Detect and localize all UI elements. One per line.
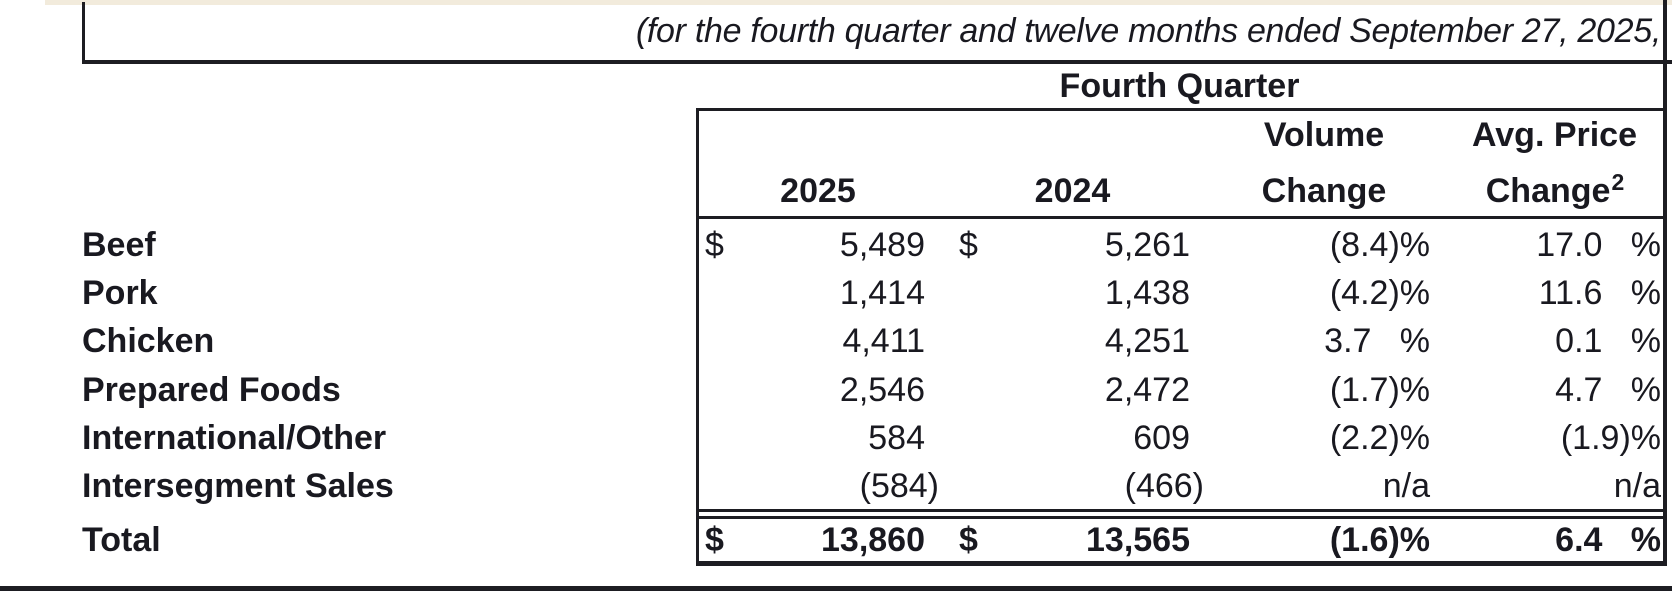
row-label: Total (82, 520, 161, 559)
table-row-international-other: International/Other 584 609 (2.2)% (1.9)… (82, 412, 1666, 460)
volume-change-value: (8.4)% (1329, 225, 1430, 264)
avg-price-header-line2: Change2 (1443, 170, 1666, 210)
table-row-pork: Pork 1,414 1,438 (4.2)% 11.6 % (82, 267, 1666, 315)
avg-price-header-line1: Avg. Price (1471, 116, 1638, 154)
value-2024-cell: $5,261 (940, 228, 1205, 262)
fourth-quarter-band: Fourth Quarter (696, 64, 1663, 108)
value-2024-cell: 1,438 (940, 276, 1205, 310)
avg-price-change-value: 0.1 % (1555, 322, 1661, 361)
value-2024: 4,251 (1104, 322, 1190, 361)
volume-change-value: n/a (1382, 467, 1430, 506)
value-2024: 609 (1133, 418, 1190, 457)
volume-change-value: (1.7)% (1329, 370, 1430, 409)
value-2025: 584 (868, 418, 925, 457)
avg-price-change-value: n/a (1613, 467, 1661, 506)
volume-change-value: (2.2)% (1329, 418, 1430, 457)
row-label: Prepared Foods (82, 370, 341, 409)
value-2024: 13,565 (1086, 520, 1190, 559)
currency-symbol: $ (705, 225, 724, 264)
table-row-total: Total $13,860 $13,565 (1.6)% 6.4 % (82, 519, 1666, 561)
caption-box: (for the fourth quarter and twelve month… (82, 2, 1672, 64)
avg-price-change-value: 17.0 % (1536, 225, 1661, 264)
year-2025-header: 2025 (780, 171, 856, 210)
volume-change-value: 3.7 % (1324, 322, 1430, 361)
currency-symbol: $ (705, 520, 724, 559)
year-2024-header: 2024 (1034, 171, 1111, 210)
value-2024-cell: 2,472 (940, 373, 1205, 407)
row-label: Pork (82, 273, 158, 312)
value-2024-cell: 609 (940, 421, 1205, 455)
table-row-beef: Beef $5,489 $5,261 (8.4)% 17.0 % (82, 219, 1666, 267)
value-2024-cell: 4,251 (940, 324, 1205, 358)
footnote-marker-2: 2 (1611, 168, 1625, 195)
avg-price-change-value: 6.4 % (1555, 520, 1661, 559)
avg-price-change-value: 4.7 % (1555, 370, 1661, 409)
volume-change-value: (1.6)% (1329, 520, 1430, 559)
header-row-2: 2025 2024 Change Change2 (82, 162, 1666, 219)
value-2025-cell: 2,546 (696, 373, 940, 407)
value-2025-cell: (584) (696, 469, 940, 503)
period-caption: (for the fourth quarter and twelve month… (635, 11, 1661, 50)
row-label: Intersegment Sales (82, 467, 394, 506)
value-2025: 1,414 (839, 273, 925, 312)
row-label: Chicken (82, 322, 215, 361)
value-2024: 2,472 (1104, 370, 1190, 409)
table-row-chicken: Chicken 4,411 4,251 3.7 % 0.1 % (82, 316, 1666, 364)
value-2025: 4,411 (842, 322, 925, 361)
value-2025-cell: 4,411 (696, 324, 940, 358)
header-underline (696, 216, 1666, 219)
value-2024: 5,261 (1104, 225, 1190, 264)
avg-price-change-value: (1.9)% (1560, 418, 1661, 457)
header-row-1: Volume Avg. Price (82, 108, 1666, 162)
value-2025-cell: $13,860 (696, 523, 940, 557)
table-row-prepared-foods: Prepared Foods 2,546 2,472 (1.7)% 4.7 % (82, 364, 1666, 412)
top-accent-strip (45, 0, 1672, 5)
currency-symbol: $ (959, 520, 978, 559)
row-label: International/Other (82, 418, 387, 457)
volume-header-line1: Volume (1263, 116, 1385, 154)
segment-sales-table: Volume Avg. Price 2025 2024 Change Chang… (82, 108, 1666, 566)
avg-price-change-text: Change (1485, 171, 1611, 210)
page-bottom-rule (0, 586, 1672, 591)
value-2025: (584) (859, 467, 939, 506)
value-2025: 2,546 (839, 370, 925, 409)
fourth-quarter-label: Fourth Quarter (1059, 66, 1300, 105)
value-2025-cell: 584 (696, 421, 940, 455)
value-2025-cell: 1,414 (696, 276, 940, 310)
value-2025: 5,489 (839, 225, 925, 264)
value-2025: 13,860 (821, 520, 925, 559)
value-2025-cell: $5,489 (696, 228, 940, 262)
table-row-intersegment-sales: Intersegment Sales (584) (466) n/a n/a (82, 460, 1666, 508)
value-2024: 1,438 (1104, 273, 1190, 312)
volume-change-value: (4.2)% (1329, 273, 1430, 312)
value-2024-cell: (466) (940, 469, 1205, 503)
total-double-rule (696, 508, 1666, 519)
avg-price-change-value: 11.6 % (1538, 273, 1661, 312)
value-2024-cell: $13,565 (940, 523, 1205, 557)
volume-header-line2: Change (1261, 171, 1387, 210)
currency-symbol: $ (959, 225, 978, 264)
row-label: Beef (82, 225, 156, 264)
value-2024: (466) (1124, 467, 1204, 506)
